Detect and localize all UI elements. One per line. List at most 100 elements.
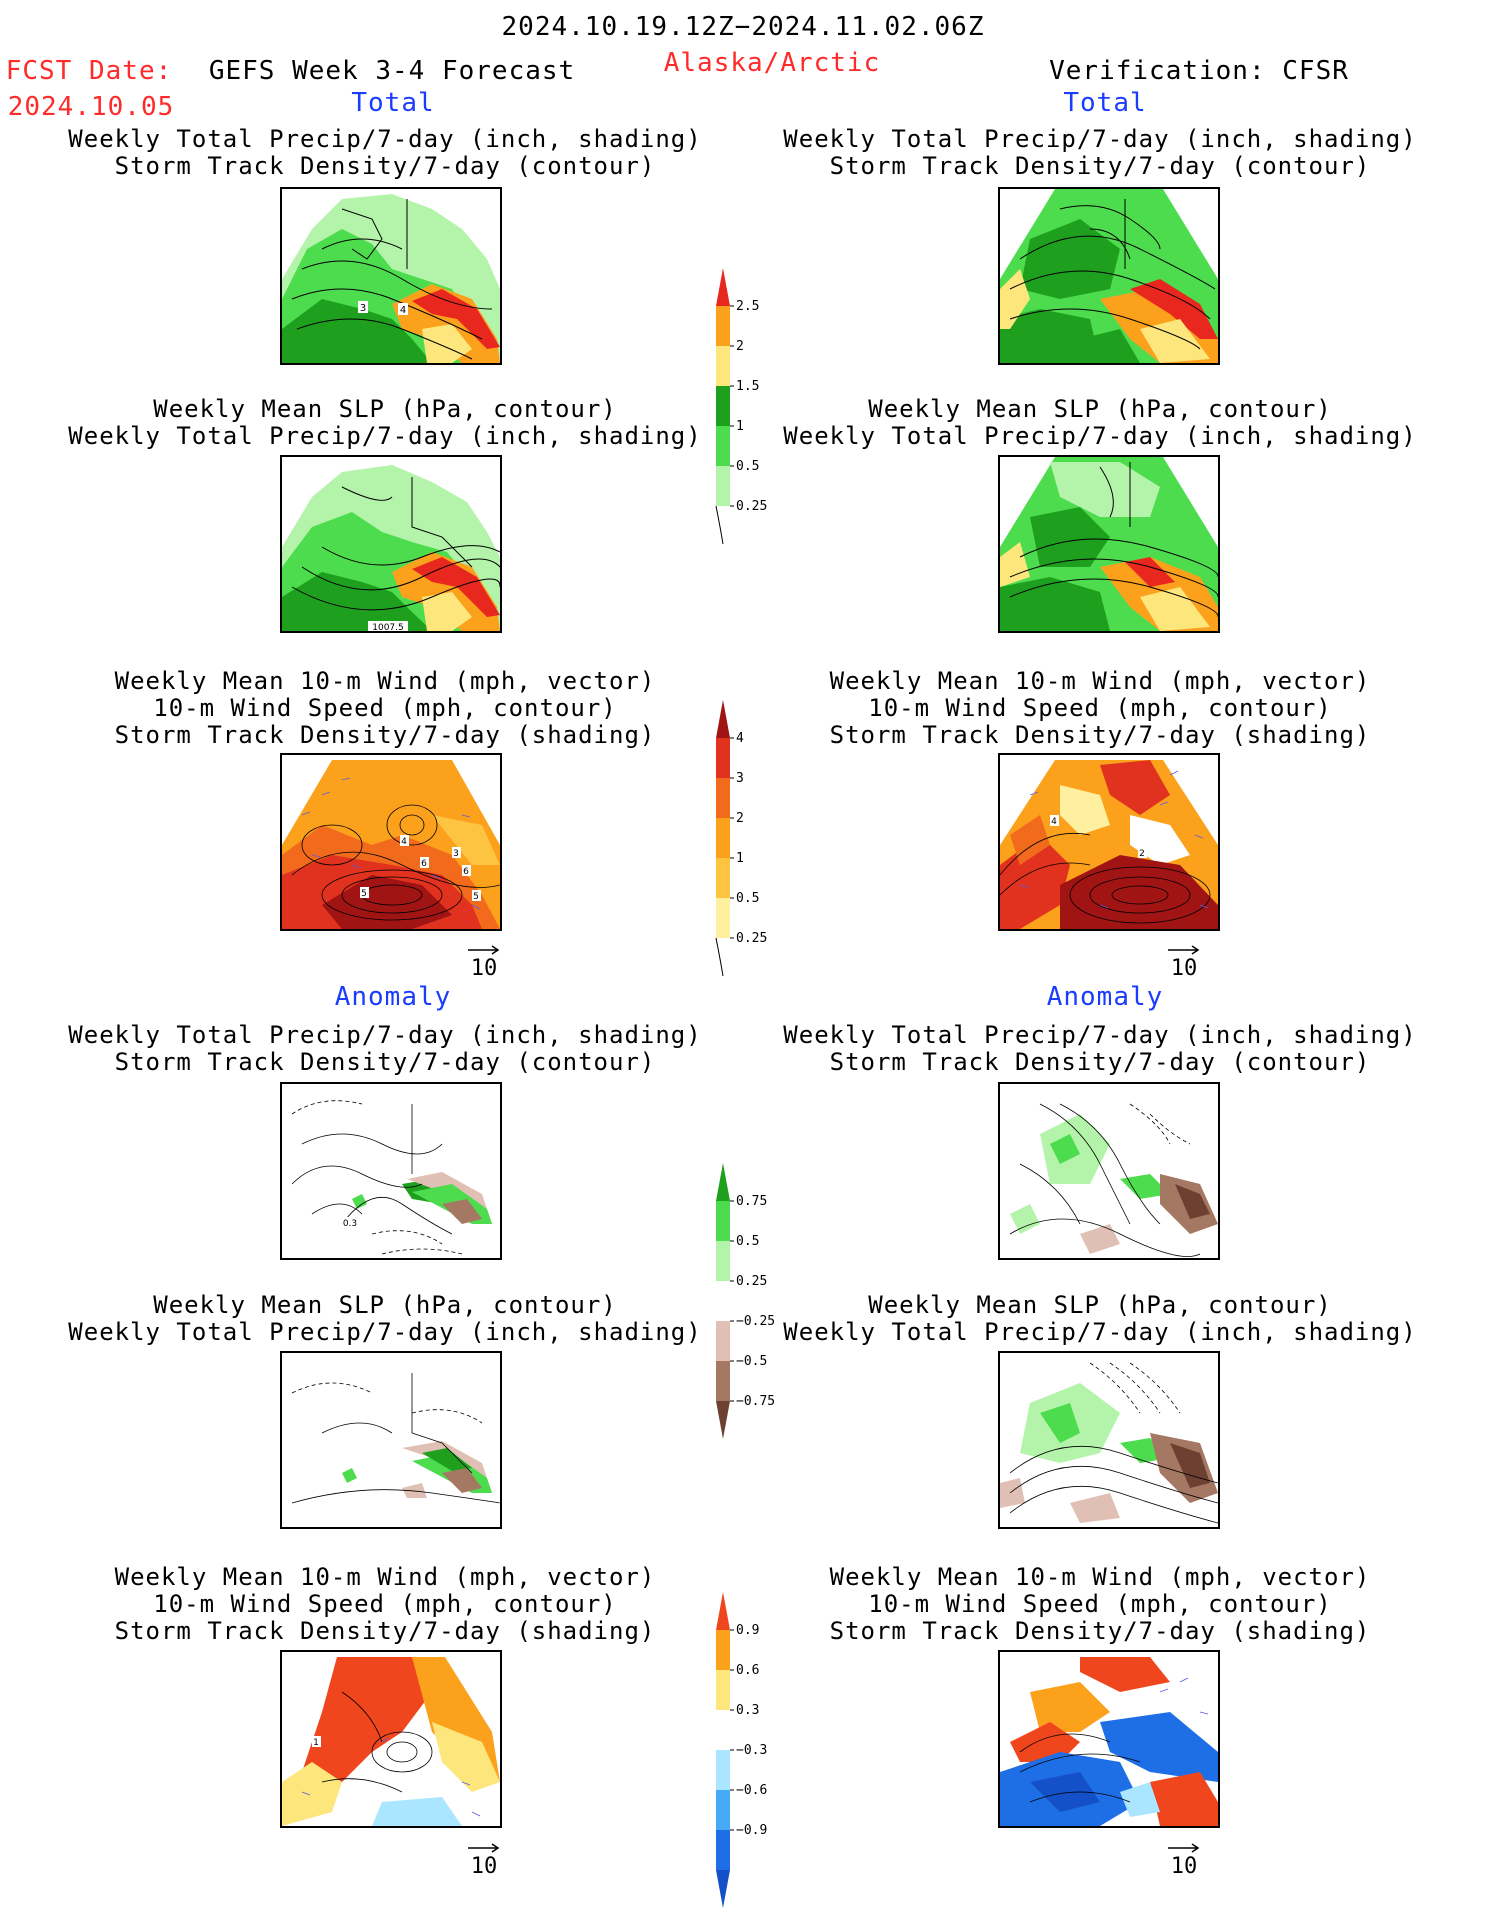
colorbar-segment: [716, 1710, 730, 1750]
vector-reference-verif: 10: [1164, 944, 1204, 981]
verification-label: Verification: CFSR: [1049, 56, 1349, 86]
colorbar-segment: [716, 1321, 730, 1361]
arrow-right-icon: [1168, 1843, 1200, 1853]
colorbar-segment: [716, 778, 730, 818]
colorbar-segment: [716, 858, 730, 898]
colorbar-segment: [716, 306, 730, 346]
product-title: GEFS Week 3-4 Forecast: [208, 56, 576, 86]
colorbar-tick-label: 3: [736, 771, 744, 786]
colorbar-tick-label: −0.3: [736, 1743, 767, 1758]
region-title: Alaska/Arctic: [663, 48, 881, 78]
colorbar-segment: [716, 1592, 730, 1630]
colorbar-segment: [716, 1630, 730, 1670]
vector-reference-anom-fcst: 10: [464, 1842, 504, 1879]
colorbar-segment: [716, 1870, 730, 1908]
panel-title-fcst-slp-precip: Weekly Mean SLP (hPa, contour) Weekly Tot…: [68, 395, 702, 450]
contour-label: 6: [421, 859, 427, 869]
colorbar-tick-label: 0.5: [736, 891, 759, 906]
colorbar-segment: [716, 386, 730, 426]
panel-title-verif-slp-precip: Weekly Mean SLP (hPa, contour) Weekly Tot…: [783, 395, 1417, 450]
map-anom-fcst-wind: 1: [280, 1650, 502, 1828]
vector-reference-anom-verif: 10: [1164, 1842, 1204, 1879]
colorbar-segment: [716, 1163, 730, 1201]
fcst-date-label: FCST Date:: [5, 56, 173, 86]
colorbar-segment: [716, 1401, 730, 1439]
map-verif-wind: 4 2: [998, 753, 1220, 931]
colorbar-segment: [716, 898, 730, 938]
panel-title-anom-verif-slp-precip: Weekly Mean SLP (hPa, contour) Weekly Tot…: [783, 1291, 1417, 1346]
colorbar-tick-label: 0.25: [736, 499, 767, 514]
map-verif-slp-precip: [998, 455, 1220, 633]
colorbar-tick-label: 2.5: [736, 299, 759, 314]
colorbar-tick-label: −0.75: [736, 1394, 775, 1409]
contour-label: 2: [1139, 849, 1145, 859]
colorbar-segment: [716, 1670, 730, 1710]
contour-label: 3: [453, 849, 459, 859]
colorbar-tick-label: 0.9: [736, 1623, 759, 1638]
colorbar-tick-label: 1: [736, 851, 744, 866]
colorbar-segment: [716, 426, 730, 466]
panel-title-anom-verif-wind: Weekly Mean 10-m Wind (mph, vector) 10-m …: [829, 1563, 1371, 1645]
map-fcst-wind: 4 6 5 3 6 5: [280, 753, 502, 931]
contour-label: 1007.5: [372, 623, 404, 631]
fcst-date-value: 2024.10.05: [7, 92, 175, 122]
section-total-right: Total: [1063, 88, 1147, 118]
colorbar-tick-label: −0.6: [736, 1783, 767, 1798]
map-fcst-precip-storm: 3 4: [280, 187, 502, 365]
map-anom-fcst-precip-storm: 0.3: [280, 1082, 502, 1260]
map-anom-verif-wind: [998, 1650, 1220, 1828]
colorbar-tick-label: 2: [736, 339, 744, 354]
arrow-right-icon: [468, 1843, 500, 1853]
colorbar-tick-label: 0.5: [736, 459, 759, 474]
colorbar-tick-label: 0.6: [736, 1663, 759, 1678]
map-fcst-slp-precip: 1007.5: [280, 455, 502, 633]
colorbar-tick-label: 0.25: [736, 931, 767, 946]
colorbar-tick-label: 4: [736, 731, 744, 746]
colorbar-segment: [716, 466, 730, 506]
colorbar-segment: [716, 346, 730, 386]
colorbar-precip-total: 2.5 2 1.5 1 0.5 0.25: [712, 268, 768, 558]
map-anom-verif-slp-precip: [998, 1351, 1220, 1529]
map-anom-verif-precip-storm: [998, 1082, 1220, 1260]
panel-title-anom-fcst-slp-precip: Weekly Mean SLP (hPa, contour) Weekly Tot…: [68, 1291, 702, 1346]
colorbar-segment: [716, 1830, 730, 1870]
contour-label: 4: [400, 305, 406, 316]
colorbar-storm-total: 4 3 2 1 0.5 0.25: [712, 700, 768, 990]
colorbar-tick-label: −0.9: [736, 1823, 767, 1838]
colorbar-segment: [716, 1750, 730, 1790]
arrow-right-icon: [1168, 945, 1200, 955]
panel-title-anom-fcst-wind: Weekly Mean 10-m Wind (mph, vector) 10-m …: [114, 1563, 656, 1645]
colorbar-segment: [716, 818, 730, 858]
section-anomaly-left: Anomaly: [334, 982, 452, 1012]
colorbar-segment: [716, 738, 730, 778]
colorbar-segment: [716, 700, 730, 738]
colorbar-tick-label: −0.25: [736, 1314, 775, 1329]
colorbar-segment: [716, 268, 730, 306]
colorbar-tick-label: 0.75: [736, 1194, 767, 1209]
arrow-right-icon: [468, 945, 500, 955]
panel-title-verif-precip-storm: Weekly Total Precip/7-day (inch, shading…: [783, 125, 1417, 180]
colorbar-segment: [716, 1241, 730, 1281]
colorbar-tick-label: 1.5: [736, 379, 759, 394]
panel-title-anom-verif-precip-storm: Weekly Total Precip/7-day (inch, shading…: [783, 1021, 1417, 1076]
section-anomaly-right: Anomaly: [1046, 982, 1164, 1012]
colorbar-segment: [716, 1281, 730, 1321]
panel-title-fcst-wind: Weekly Mean 10-m Wind (mph, vector) 10-m …: [114, 667, 656, 749]
colorbar-precip-anomaly: 0.75 0.5 0.25 −0.25 −0.5 −0.75: [712, 1163, 775, 1453]
contour-label: 0.3: [343, 1219, 357, 1229]
contour-label: 6: [463, 867, 469, 877]
contour-label: 1: [313, 1738, 319, 1748]
colorbar-tick-label: 0.25: [736, 1274, 767, 1289]
contour-label: 3: [360, 303, 366, 314]
section-total-left: Total: [351, 88, 435, 118]
colorbar-tick-label: 1: [736, 419, 744, 434]
colorbar-segment: [716, 1790, 730, 1830]
colorbar-storm-anomaly: 0.9 0.6 0.3 −0.3 −0.6 −0.9: [712, 1592, 768, 1908]
vector-reference-fcst: 10: [464, 944, 504, 981]
colorbar-segment: [716, 1201, 730, 1241]
panel-title-anom-fcst-precip-storm: Weekly Total Precip/7-day (inch, shading…: [68, 1021, 702, 1076]
map-anom-fcst-slp-precip: [280, 1351, 502, 1529]
colorbar-tick-label: 0.3: [736, 1703, 759, 1718]
colorbar-segment: [716, 1361, 730, 1401]
contour-label: 5: [361, 889, 367, 899]
